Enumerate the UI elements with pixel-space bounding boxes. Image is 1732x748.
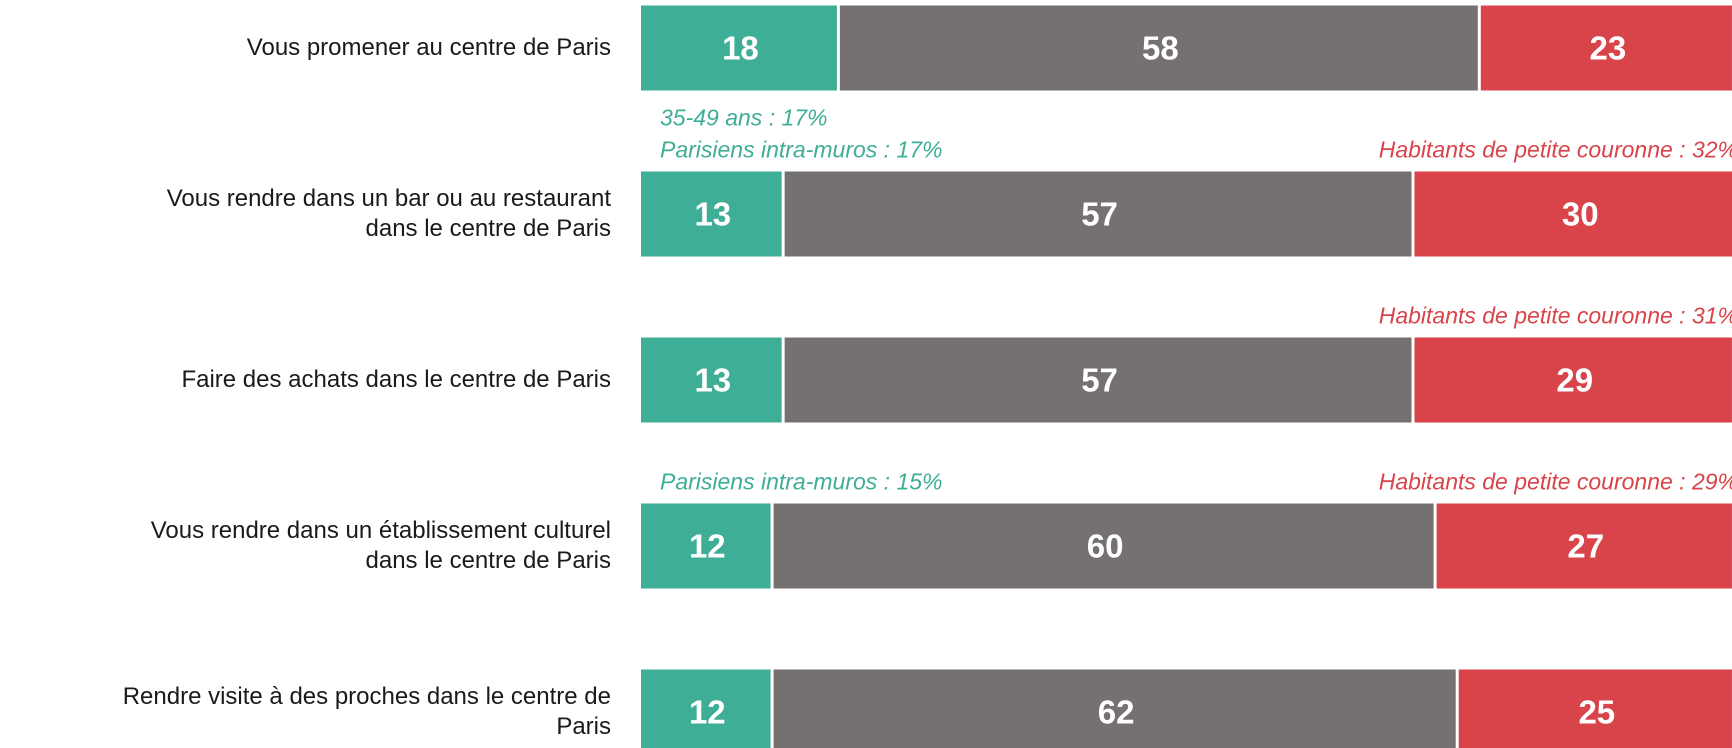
bar-segment (641, 5, 837, 91)
bar-segment (641, 171, 782, 257)
annotation: Habitants de petite couronne : 32% (1379, 137, 1732, 163)
bar-segment (784, 171, 1412, 257)
value-label: 23 (1590, 30, 1627, 67)
bar-segment (641, 669, 771, 748)
value-label: 57 (1081, 362, 1118, 399)
value-label: 60 (1087, 528, 1124, 565)
value-label: 13 (694, 196, 731, 233)
value-label: 18 (722, 30, 759, 67)
annotation: Parisiens intra-muros : 17% (660, 137, 943, 163)
annotation: Habitants de petite couronne : 29% (1379, 469, 1732, 495)
bar-segment (773, 669, 1456, 748)
bar-segment (1480, 5, 1732, 91)
bar-segment (784, 337, 1412, 423)
value-label: 27 (1567, 528, 1604, 565)
value-label: 57 (1081, 196, 1118, 233)
bar-segment (1458, 669, 1732, 748)
value-label: 12 (689, 694, 726, 731)
value-label: 30 (1562, 196, 1599, 233)
category-label: Vous rendre dans un établissement cultur… (150, 517, 611, 574)
value-label: 29 (1556, 362, 1593, 399)
bar-segment (773, 503, 1434, 589)
bar-segment (641, 337, 782, 423)
value-label: 12 (689, 528, 726, 565)
bar-segment (1414, 337, 1732, 423)
value-label: 13 (694, 362, 731, 399)
value-label: 25 (1578, 694, 1615, 731)
category-label: Vous promener au centre de Paris (246, 34, 611, 61)
value-label: 58 (1142, 30, 1179, 67)
bar-segment (1414, 171, 1732, 257)
category-label: Rendre visite à des proches dans le cent… (122, 683, 611, 740)
annotation: 35-49 ans : 17% (660, 105, 828, 131)
value-label: 62 (1098, 694, 1135, 731)
bar-segment (1436, 503, 1732, 589)
category-label: Faire des achats dans le centre de Paris (181, 366, 611, 393)
bar-segment (641, 503, 771, 589)
bar-segment (839, 5, 1478, 91)
category-label: Vous rendre dans un bar ou au restaurant… (166, 185, 611, 242)
annotation: Habitants de petite couronne : 31% (1379, 303, 1732, 329)
annotation: Parisiens intra-muros : 15% (660, 469, 943, 495)
